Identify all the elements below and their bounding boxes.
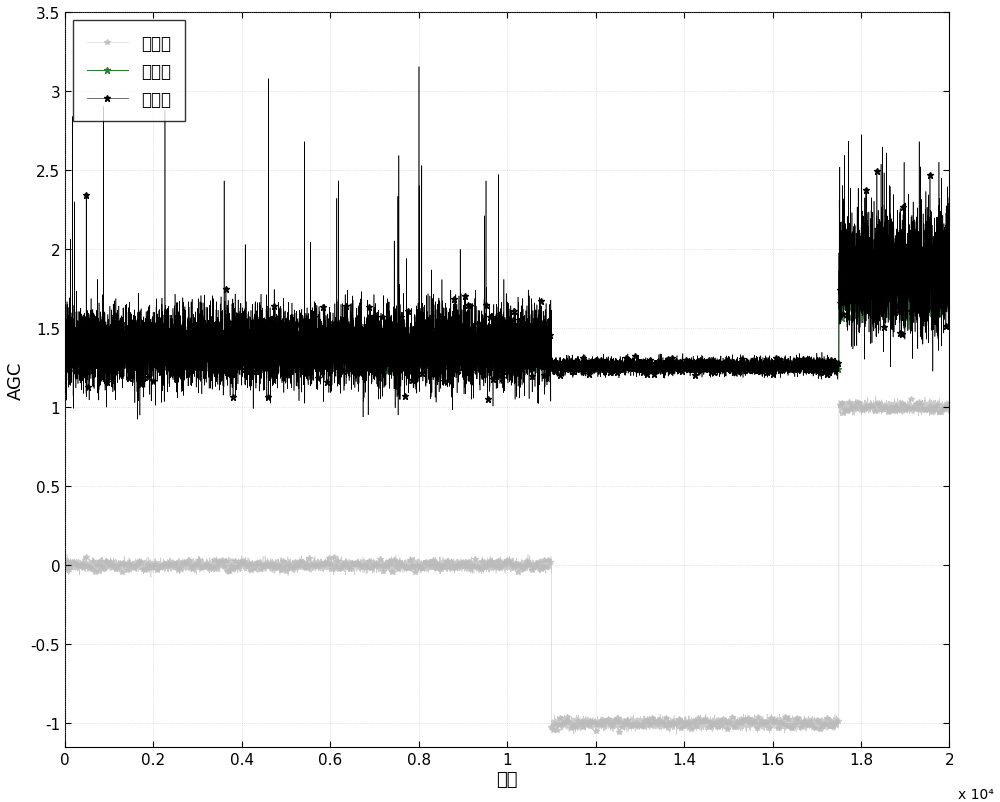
原始値 — [692, 354, 704, 364]
原始値 — [131, 415, 143, 424]
原始値 — [627, 364, 639, 374]
标志位 — [627, 716, 639, 726]
滤波値 — [477, 355, 489, 365]
Line: 标志位: 标志位 — [62, 394, 952, 737]
Text: x 10⁴: x 10⁴ — [958, 788, 994, 801]
标志位 — [886, 403, 898, 413]
X-axis label: 帧数: 帧数 — [496, 770, 518, 788]
标志位 — [670, 729, 682, 739]
Line: 原始値: 原始値 — [62, 64, 953, 423]
滤波値 — [916, 245, 928, 254]
滤波値 — [943, 283, 955, 293]
滤波値 — [59, 351, 71, 361]
标志位 — [477, 568, 489, 577]
滤波値 — [141, 369, 153, 379]
标志位 — [279, 560, 291, 569]
滤波値 — [627, 363, 639, 372]
滤波値 — [594, 362, 606, 371]
标志位 — [943, 403, 955, 412]
标志位 — [594, 719, 606, 729]
原始値 — [594, 363, 606, 372]
Legend: 原始値, 滤波値, 标志位: 原始値, 滤波値, 标志位 — [73, 21, 185, 122]
滤波値 — [886, 272, 898, 282]
滤波値 — [692, 363, 704, 373]
原始値 — [413, 63, 425, 72]
滤波値 — [279, 363, 291, 372]
原始値 — [943, 277, 955, 286]
Line: 滤波値: 滤波値 — [62, 246, 953, 378]
标志位 — [59, 561, 71, 571]
原始値 — [59, 363, 71, 373]
Y-axis label: AGC: AGC — [7, 361, 25, 399]
原始値 — [477, 348, 489, 358]
标志位 — [870, 392, 882, 402]
原始値 — [886, 303, 898, 313]
标志位 — [692, 716, 704, 726]
原始値 — [279, 372, 291, 382]
